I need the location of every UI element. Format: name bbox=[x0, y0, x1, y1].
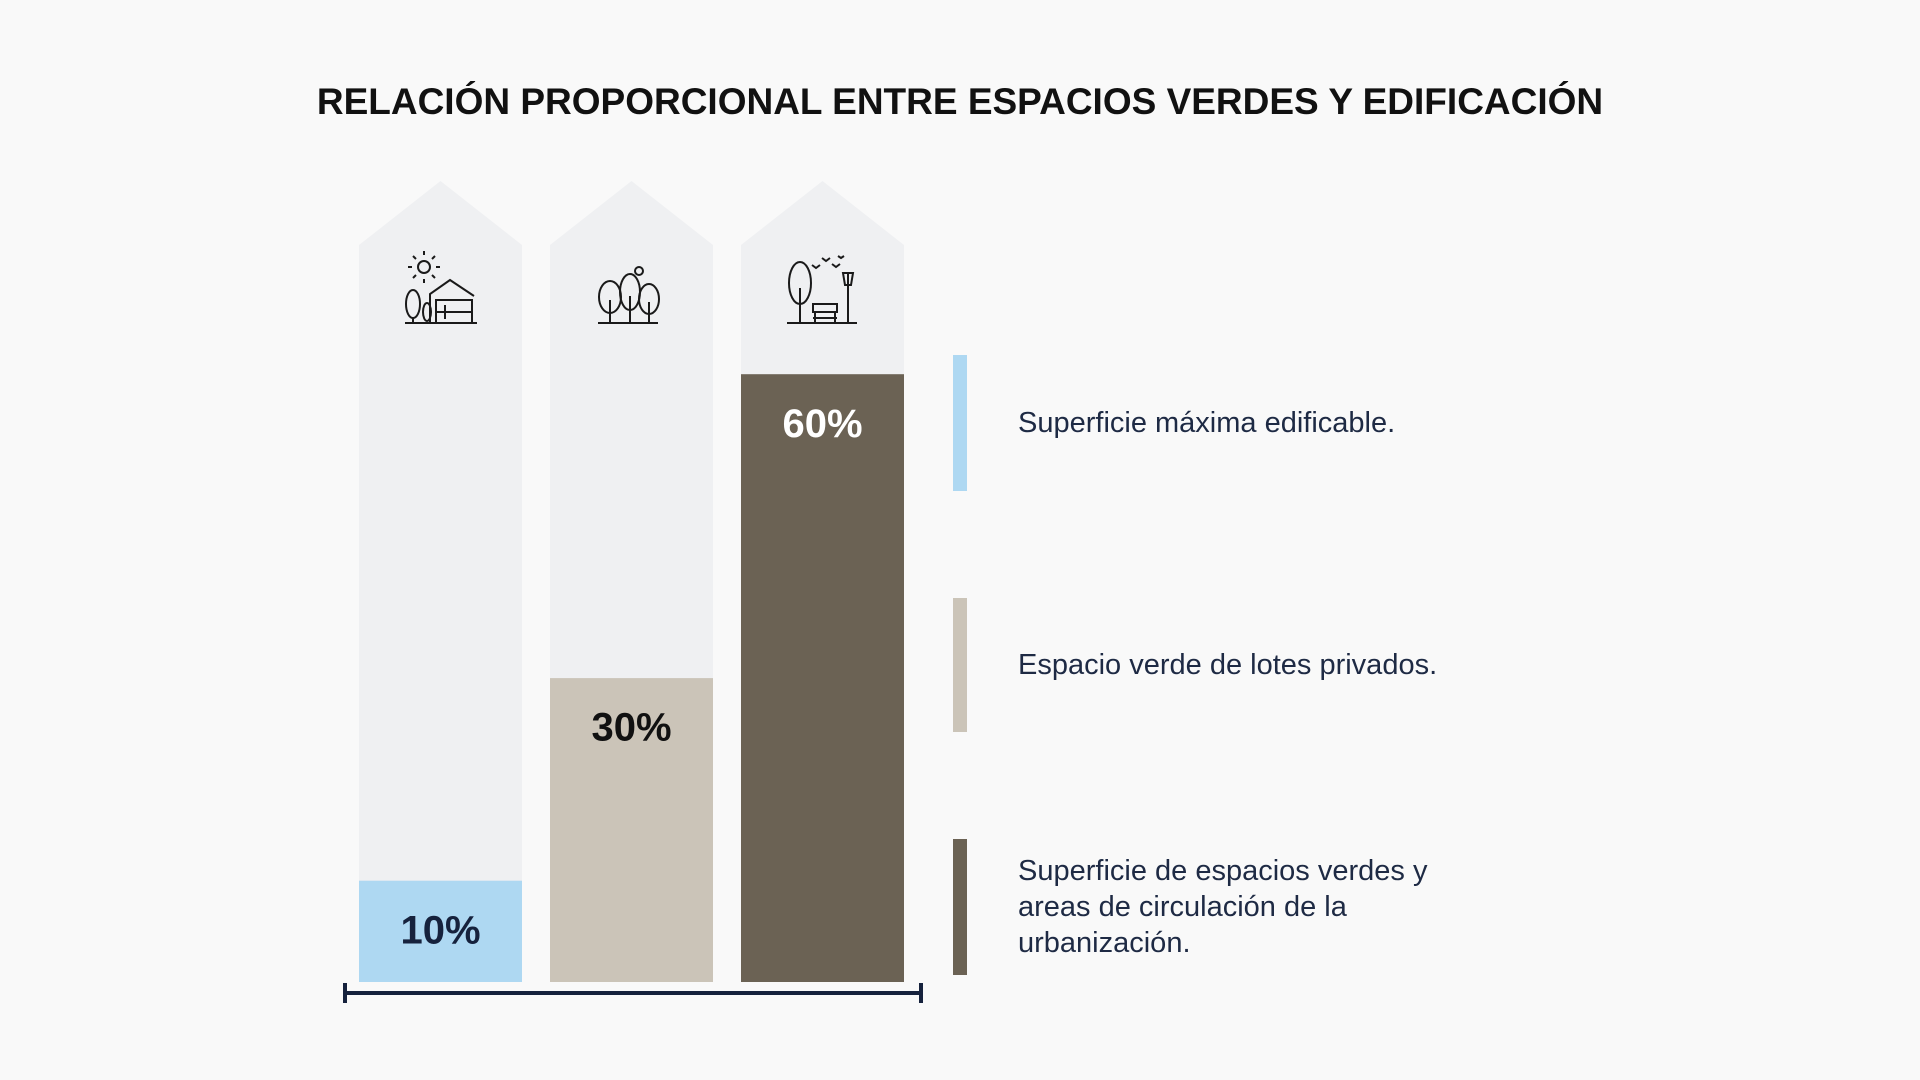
bar bbox=[741, 374, 904, 982]
legend-swatch bbox=[953, 839, 967, 975]
legend-label: Espacio verde de lotes privados. bbox=[1018, 649, 1438, 681]
legend-label: Superficie máxima edificable. bbox=[1018, 407, 1396, 439]
value-label: 60% bbox=[782, 402, 862, 446]
column-background bbox=[359, 181, 522, 982]
value-label: 10% bbox=[400, 908, 480, 952]
icon-park bbox=[787, 255, 857, 324]
icon-trees bbox=[598, 266, 660, 324]
bar bbox=[550, 678, 713, 982]
legend-label: Superficie de espacios verdes y areas de… bbox=[1018, 855, 1428, 959]
value-label: 30% bbox=[591, 706, 671, 750]
icon-house bbox=[405, 251, 477, 324]
chart-title: RELACIÓN PROPORCIONAL ENTRE ESPACIOS VER… bbox=[317, 80, 1603, 122]
legend-swatch bbox=[953, 355, 967, 491]
legend-swatch bbox=[953, 598, 967, 732]
bar bbox=[359, 880, 522, 982]
